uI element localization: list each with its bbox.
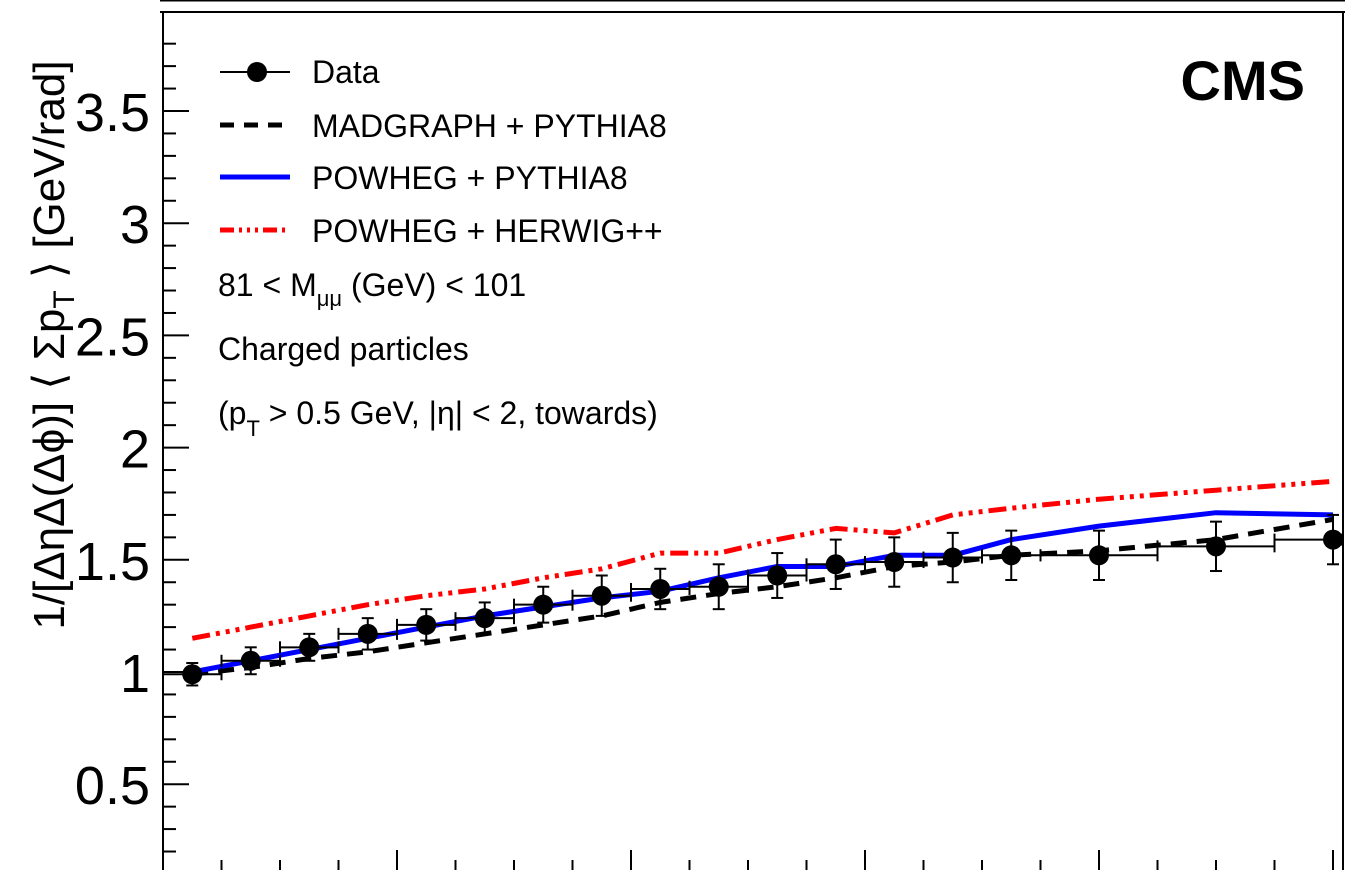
legend: Data MADGRAPH + PYTHIA8 POWHEG + PYTHIA8… xyxy=(220,54,667,249)
mass-window-annotation: 81 < Mμμ (GeV) < 101 xyxy=(218,267,526,311)
y-axis-ticks: 0.5 1 1.5 2 2.5 3 3.5 xyxy=(75,42,189,853)
series-line-powheg-herwig xyxy=(191,478,1334,641)
y-tick-label: 2 xyxy=(120,420,150,480)
data-point xyxy=(1323,529,1343,550)
experiment-label: CMS xyxy=(1181,49,1305,112)
data-point xyxy=(533,594,554,615)
data-point xyxy=(474,608,495,629)
x-axis-ticks xyxy=(162,850,1334,870)
data-point xyxy=(416,614,437,635)
data-point xyxy=(1089,545,1109,566)
data-points xyxy=(162,513,1343,687)
data-point xyxy=(825,554,846,575)
kinematic-cuts-annotation: (pT > 0.5 GeV, |η| < 2, towards) xyxy=(218,395,658,441)
data-point xyxy=(357,623,378,644)
legend-label-powheg-pythia8: POWHEG + PYTHIA8 xyxy=(312,160,628,196)
y-axis-title: 1/[ΔηΔ(Δϕ)] ⟨ ΣpT ⟩ [GeV/rad] xyxy=(25,60,81,629)
legend-label-powheg-herwig: POWHEG + HERWIG++ xyxy=(312,213,663,249)
data-point xyxy=(942,547,963,568)
legend-entry-powheg-herwig: POWHEG + HERWIG++ xyxy=(220,213,663,249)
legend-label-madgraph-pythia8: MADGRAPH + PYTHIA8 xyxy=(312,108,667,144)
data-point xyxy=(1001,545,1022,566)
y-tick-label: 1.5 xyxy=(75,532,150,592)
y-tick-label: 0.5 xyxy=(75,756,150,816)
data-point xyxy=(240,650,261,671)
data-point xyxy=(884,552,905,573)
data-point xyxy=(708,576,729,597)
data-point xyxy=(1206,536,1226,557)
data-point xyxy=(767,565,788,586)
model-curves xyxy=(191,478,1334,677)
data-point xyxy=(182,664,203,685)
legend-label-data: Data xyxy=(312,54,380,90)
legend-entry-powheg-pythia8: POWHEG + PYTHIA8 xyxy=(220,160,628,196)
legend-data-marker xyxy=(247,62,267,82)
data-point xyxy=(591,585,612,606)
particle-selection-annotation: Charged particles xyxy=(218,331,469,367)
y-tick-label: 1 xyxy=(120,644,150,704)
data-point xyxy=(299,637,320,658)
data-point xyxy=(650,578,671,599)
legend-entry-data: Data xyxy=(220,54,380,90)
series-line-powheg-pythia8 xyxy=(191,510,1334,675)
legend-entry-madgraph-pythia8: MADGRAPH + PYTHIA8 xyxy=(220,108,667,144)
y-tick-label: 3 xyxy=(120,195,150,255)
series-line-madgraph-pythia8 xyxy=(192,516,1334,677)
y-tick-label: 3.5 xyxy=(75,83,150,143)
y-tick-label: 2.5 xyxy=(75,307,150,367)
